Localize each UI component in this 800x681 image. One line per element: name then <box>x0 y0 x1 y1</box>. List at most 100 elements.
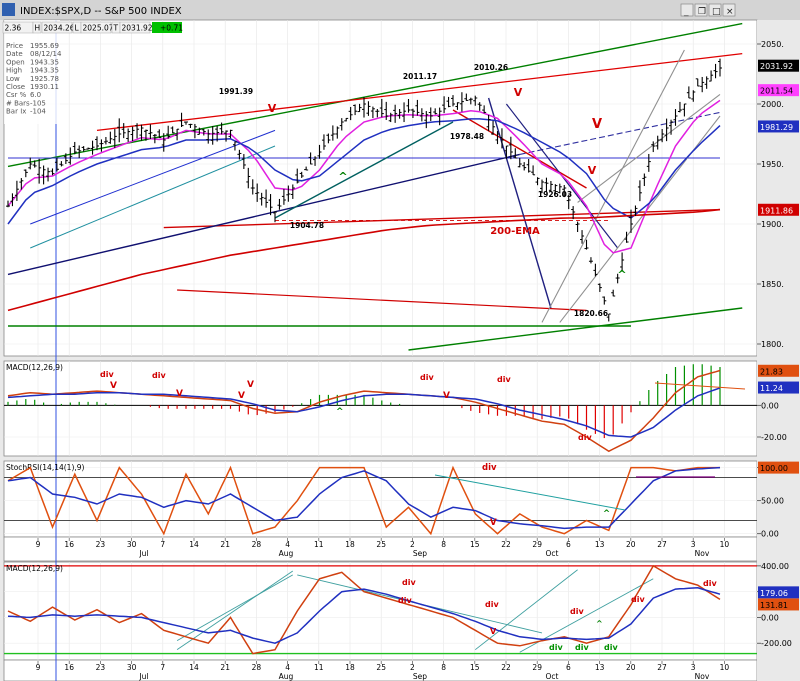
price-bar <box>259 192 264 206</box>
x-tick-label: 4 <box>285 663 290 672</box>
price-bar <box>246 167 251 189</box>
x-tick-label: 11 <box>314 663 324 672</box>
quote-cell <box>32 21 42 34</box>
price-bar <box>219 122 224 135</box>
macd2-annotation: div <box>575 643 589 652</box>
price-bar <box>46 167 51 182</box>
restore-button[interactable]: ❐ <box>694 3 708 17</box>
price-bar <box>415 99 420 116</box>
value-label-text: 1911.86 <box>760 206 793 215</box>
red-downtrend <box>452 109 587 189</box>
price-bar <box>651 141 656 153</box>
x-tick-label: 29 <box>532 663 542 672</box>
restore-button-bg[interactable] <box>694 3 708 17</box>
macd1-annotation: V <box>247 380 254 390</box>
price-annotation: 2010.26 <box>474 63 508 72</box>
price-bar <box>95 136 99 151</box>
x-tick-label: 18 <box>345 540 355 549</box>
price-bar <box>473 95 478 106</box>
price-bar <box>540 179 544 194</box>
x-tick-label: 7 <box>160 663 165 672</box>
close-button[interactable]: × <box>722 3 736 17</box>
close-button-bg[interactable] <box>722 3 736 17</box>
maximize-button-bg[interactable] <box>708 3 722 17</box>
navy-long-trendline <box>7 153 520 276</box>
price-bar <box>121 123 126 139</box>
price-bar <box>19 178 24 190</box>
price-bar <box>366 101 371 116</box>
price-bar <box>482 105 487 114</box>
macd1-annotation: div <box>152 371 166 380</box>
x-tick-label: 6 <box>566 540 571 549</box>
macd1-annotation: div <box>420 373 434 382</box>
price-bar <box>112 129 117 148</box>
value-label-text: 11.24 <box>760 384 783 393</box>
x-tick-label: 9 <box>36 663 41 672</box>
maximize-button[interactable]: □ <box>708 3 722 17</box>
price-bar <box>108 131 113 144</box>
macd2-annotation: ^ <box>596 619 603 628</box>
price-bar <box>339 118 344 131</box>
macd-histogram <box>7 364 721 439</box>
x-tick-label: 23 <box>96 663 106 672</box>
price-bar <box>419 108 424 122</box>
price-bar <box>673 109 678 126</box>
price-bar <box>718 58 722 77</box>
price-bar <box>224 130 229 142</box>
minimize-button-bg[interactable] <box>680 3 694 17</box>
price-bar <box>682 103 687 117</box>
price-bar <box>446 96 451 108</box>
price-bar <box>317 144 322 159</box>
price-annotation: 1926.03 <box>538 190 572 199</box>
x-tick-label: 30 <box>127 540 137 549</box>
macd1-annotation: V <box>443 391 450 401</box>
price-bar <box>406 99 411 113</box>
price-bar <box>188 123 193 128</box>
price-annotation: 2011.17 <box>403 72 437 81</box>
macd1-annotation: ^ <box>336 407 344 417</box>
price-bar <box>77 145 82 159</box>
price-bar <box>313 156 318 166</box>
value-label-bg <box>758 120 799 133</box>
macd2-annotation: div <box>549 643 563 652</box>
quote-value: 2034.26 <box>44 24 75 33</box>
price-bar <box>499 128 504 149</box>
value-label-bg <box>758 364 799 377</box>
price-value-label: 2011.54 <box>758 84 799 97</box>
maximize-button-glyph: □ <box>712 7 721 17</box>
x-month-label: Sep <box>413 672 427 681</box>
price-bar <box>495 131 500 145</box>
stoch-value-label: 100.00 <box>758 461 799 474</box>
navy-steep-downtrend <box>487 97 552 309</box>
stoch-annotation: div <box>482 463 497 473</box>
price-bar <box>37 158 42 184</box>
signal-marker: V <box>592 117 602 132</box>
x-tick-label: 2 <box>410 663 415 672</box>
price-bar <box>32 160 37 168</box>
minimize-button[interactable]: _ <box>680 3 694 17</box>
x-tick-label: 23 <box>96 540 106 549</box>
price-bar <box>629 209 633 233</box>
y-tick-label: 1900. <box>761 220 784 229</box>
ema_200-line <box>7 208 721 312</box>
stoch-title: StochRSI(14,14(1),9) <box>6 463 85 472</box>
price-bar <box>273 211 277 223</box>
macd2-annotation: div <box>402 578 416 587</box>
price-bar <box>677 101 682 113</box>
price-bar <box>557 183 562 194</box>
price-bar <box>41 165 46 185</box>
value-label-bg <box>758 598 799 611</box>
x-tick-label: 13 <box>595 540 605 549</box>
quote-cell <box>80 21 112 34</box>
price-bar <box>397 109 402 119</box>
price-bar <box>691 90 696 102</box>
price-bar <box>264 189 269 208</box>
app-icon <box>2 3 15 16</box>
quote-change-bg <box>152 22 182 33</box>
price-bar <box>695 78 700 87</box>
price-bar <box>357 103 362 113</box>
price-bar <box>237 149 242 160</box>
x-tick-label: 25 <box>376 663 386 672</box>
price-bar <box>620 252 625 272</box>
